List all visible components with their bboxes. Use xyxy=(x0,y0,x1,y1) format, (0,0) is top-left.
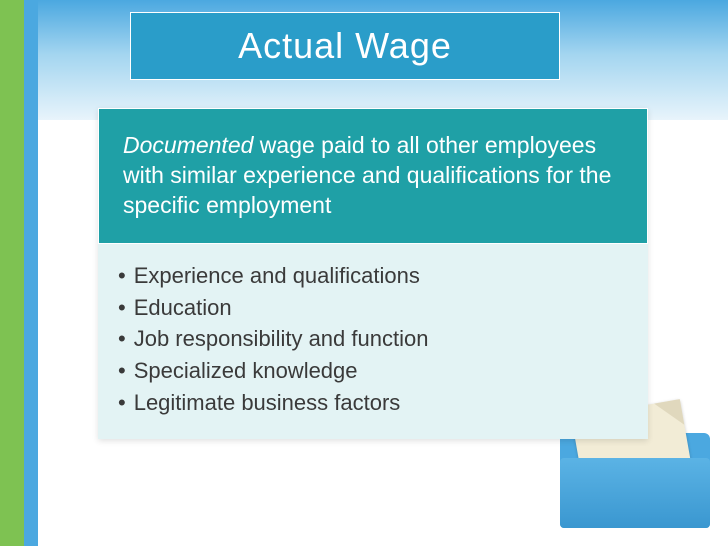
bullet-item: Job responsibility and function xyxy=(118,323,628,355)
definition-panel: Documented wage paid to all other employ… xyxy=(98,108,648,244)
bullet-item: Legitimate business factors xyxy=(118,387,628,419)
definition-emphasis: Documented xyxy=(123,132,253,158)
left-accent-green xyxy=(0,0,24,546)
bullet-item: Specialized knowledge xyxy=(118,355,628,387)
slide-title: Actual Wage xyxy=(130,12,560,80)
content-card: Documented wage paid to all other employ… xyxy=(98,108,648,439)
bullet-item: Experience and qualifications xyxy=(118,260,628,292)
bullet-item: Education xyxy=(118,292,628,324)
bullet-panel: Experience and qualifications Education … xyxy=(98,244,648,439)
left-accent-blue xyxy=(24,0,38,546)
